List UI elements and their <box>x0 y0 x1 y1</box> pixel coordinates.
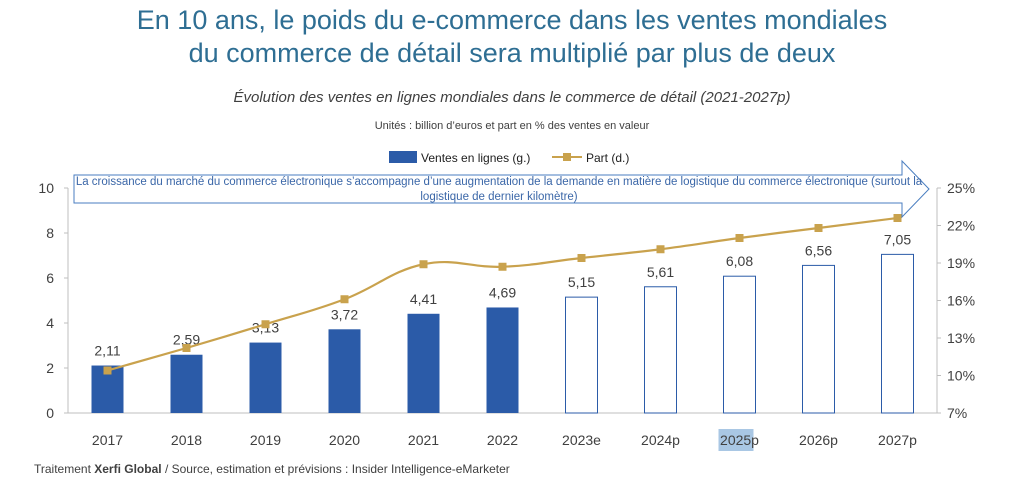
legend-bar-label: Ventes en lignes (g.) <box>421 151 530 165</box>
right-tick-label: 13% <box>947 330 975 346</box>
x-tick-label: 2020 <box>329 432 360 448</box>
x-tick-label: 2017 <box>92 432 123 448</box>
x-tick-label: 2021 <box>408 432 439 448</box>
left-tick-label: 6 <box>46 270 54 286</box>
source-note: Traitement Xerfi Global / Source, estima… <box>34 462 510 476</box>
right-tick-label: 7% <box>947 405 967 421</box>
bar-2019 <box>249 342 282 413</box>
right-tick-label: 19% <box>947 255 975 271</box>
legend-line-label: Part (d.) <box>586 151 629 165</box>
bar-2021 <box>407 313 440 413</box>
part-marker-2018 <box>182 344 191 352</box>
left-tick-label: 8 <box>46 225 54 241</box>
bar-2022 <box>486 307 519 413</box>
bar-data-label: 2,59 <box>173 332 200 348</box>
part-marker-2022 <box>498 262 507 271</box>
left-tick-label: 2 <box>46 360 54 376</box>
part-marker-2017 <box>103 366 112 375</box>
x-tick-label: 2026p <box>799 432 838 448</box>
x-tick-label: 2019 <box>250 432 281 448</box>
bar-data-label: 3,72 <box>331 306 358 322</box>
annotation-text: La croissance du marché du commerce élec… <box>75 176 923 203</box>
x-tick-label: 2027p <box>878 432 917 448</box>
part-marker-2027p <box>893 214 902 222</box>
bar-data-label: 4,69 <box>489 284 516 300</box>
bar-2026p <box>802 264 835 414</box>
bar-data-label: 6,56 <box>805 242 832 258</box>
x-tick-label: 2023e <box>562 432 601 448</box>
units-note: Unités : billion d’euros et part en % de… <box>374 120 650 132</box>
legend-bar-swatch <box>389 151 417 163</box>
part-marker-2023e <box>577 254 586 262</box>
x-tick-label: 2024p <box>641 432 680 448</box>
bar-2020 <box>328 329 361 413</box>
bar-data-label: 4,41 <box>410 291 437 307</box>
left-tick-label: 0 <box>46 405 54 421</box>
bar-2018 <box>170 354 203 413</box>
right-tick-label: 16% <box>947 293 975 309</box>
part-marker-2021 <box>419 260 428 269</box>
bar-data-label: 7,05 <box>884 231 911 247</box>
chart-title: En 10 ans, le poids du e-commerce dans l… <box>0 4 1024 70</box>
bar-data-label: 6,08 <box>726 253 753 269</box>
source-text: / Source, estimation et prévisions : Ins… <box>164 462 510 476</box>
right-tick-label: 25% <box>947 180 975 196</box>
legend-line-marker <box>563 153 571 161</box>
annotation-arrow <box>73 159 930 219</box>
bar-data-label: 5,15 <box>568 274 595 290</box>
part-marker-2019 <box>261 320 270 329</box>
part-marker-2024p <box>656 245 665 254</box>
bar-data-label: 2,11 <box>94 343 120 359</box>
bar-2023e <box>565 296 598 414</box>
bar-2024p <box>644 286 677 414</box>
right-tick-label: 10% <box>947 368 975 384</box>
x-tick-label: 2025p <box>720 432 759 448</box>
chart-subtitle: Évolution des ventes en lignes mondiales… <box>233 89 791 106</box>
left-tick-label: 10 <box>38 180 54 196</box>
title-line-2: du commerce de détail sera multiplié par… <box>188 38 836 68</box>
part-line <box>107 216 898 372</box>
bar-2027p <box>881 253 914 414</box>
right-tick-label: 22% <box>947 218 975 234</box>
x-tick-label: 2022 <box>487 432 518 448</box>
bar-2025p <box>723 275 756 414</box>
x-tick-label: 2018 <box>171 432 202 448</box>
part-marker-2026p <box>814 224 823 232</box>
category-highlight <box>718 429 754 451</box>
part-marker-2020 <box>340 295 349 304</box>
bar-data-label: 5,61 <box>647 264 674 280</box>
title-line-1: En 10 ans, le poids du e-commerce dans l… <box>136 5 888 35</box>
part-marker-2025p <box>735 234 744 242</box>
left-tick-label: 4 <box>46 315 54 331</box>
source-prefix: Traitement <box>34 462 91 476</box>
source-brand: Xerfi Global <box>94 462 162 476</box>
